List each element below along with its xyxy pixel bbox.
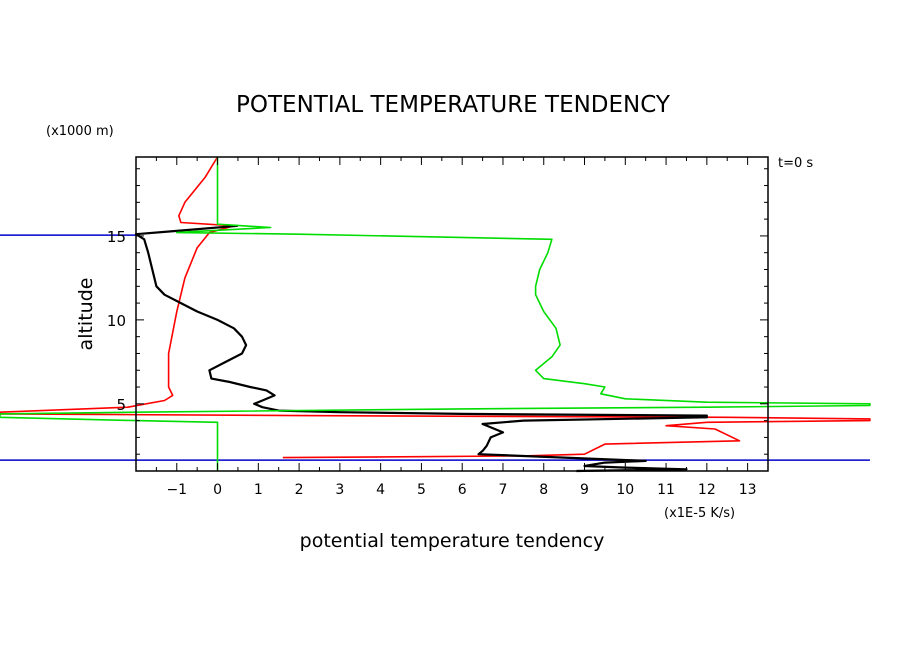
x-unit-label: (x1E-5 K/s) [664, 506, 735, 521]
x-tick-label: 3 [335, 482, 344, 498]
x-axis-title: potential temperature tendency [300, 530, 605, 552]
series-line-2 [134, 224, 708, 473]
x-tick-label: 13 [739, 482, 757, 498]
x-tick-label: 12 [698, 482, 716, 498]
x-tick-label: 7 [499, 482, 508, 498]
series-layer [0, 156, 871, 473]
x-tick-label: 6 [458, 482, 467, 498]
series-line-3 [0, 157, 871, 471]
chart-title: POTENTIAL TEMPERATURE TENDENCY [236, 92, 671, 118]
y-unit-label: (x1000 m) [46, 124, 114, 139]
y-axis-ticks: 5 10 15 [107, 168, 768, 472]
x-tick-label: −1 [166, 482, 187, 498]
plot-frame [135, 156, 769, 472]
x-tick-label: 5 [417, 482, 426, 498]
x-tick-label: 11 [657, 482, 675, 498]
x-tick-label: 2 [295, 482, 304, 498]
x-tick-label: 10 [616, 482, 634, 498]
y-tick-label: 10 [107, 312, 126, 330]
series-line-1 [0, 156, 871, 459]
y-tick-label: 5 [116, 396, 126, 414]
y-tick-label: 15 [107, 228, 126, 246]
x-axis-ticks: −1 0 1 2 3 4 5 6 7 8 9 10 11 12 13 [135, 157, 769, 498]
x-tick-label: 1 [254, 482, 263, 498]
x-tick-label: 0 [213, 482, 222, 498]
y-axis-title: altitude [75, 278, 97, 351]
x-tick-label: 9 [580, 482, 589, 498]
time-annotation: t=0 s [778, 156, 813, 171]
x-tick-label: 4 [376, 482, 385, 498]
x-tick-label: 8 [539, 482, 548, 498]
